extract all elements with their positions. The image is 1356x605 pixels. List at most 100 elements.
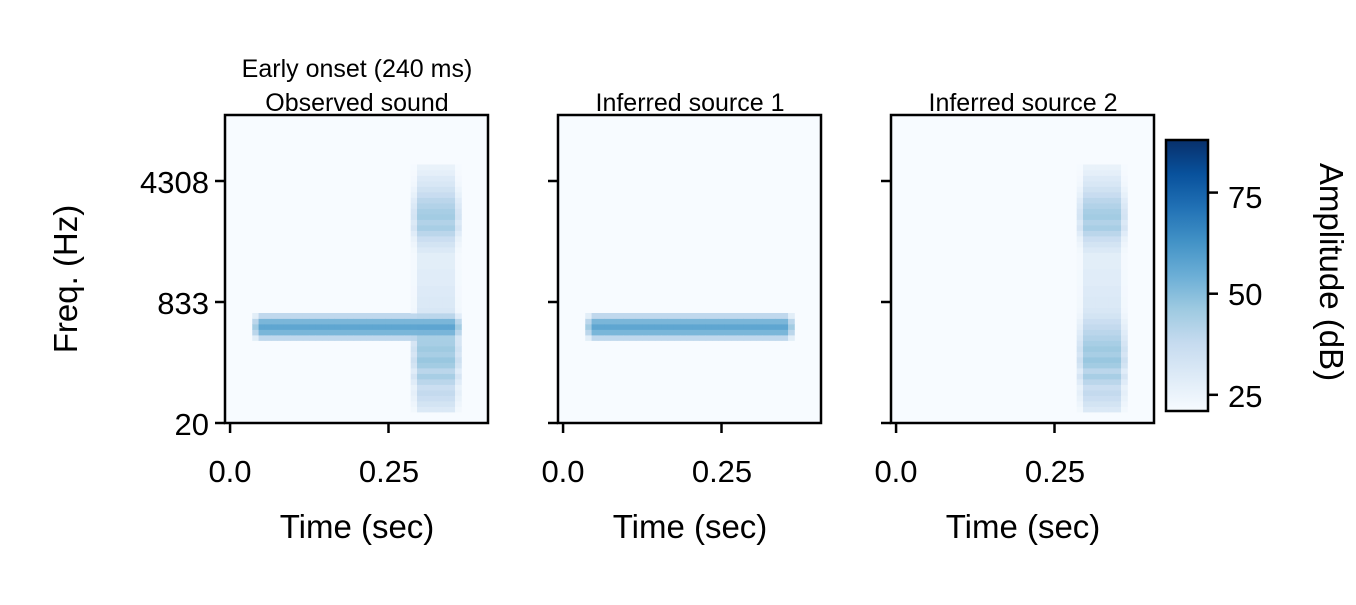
heatmap-cell — [1089, 390, 1097, 396]
heatmap-cell — [417, 186, 424, 193]
heatmap-cell — [296, 329, 304, 336]
heatmap-cell — [1095, 208, 1103, 215]
x-tick-label: 0.0 — [541, 454, 584, 489]
heatmap-cell — [436, 390, 443, 396]
heatmap-cell — [1102, 214, 1109, 220]
heatmap-cell — [448, 274, 456, 281]
heatmap-cell — [448, 280, 456, 286]
heatmap-cell — [1095, 373, 1103, 380]
heatmap-cell — [1089, 324, 1097, 330]
heatmap-cell — [635, 335, 643, 341]
heatmap-cell — [1076, 307, 1084, 314]
heatmap-cell — [448, 214, 456, 220]
heatmap-cell — [788, 324, 795, 330]
heatmap-cell — [1089, 263, 1097, 270]
heatmap-cell — [673, 335, 681, 341]
heatmap-cell — [1114, 214, 1122, 220]
heatmap-cell — [448, 181, 456, 187]
heatmap-cell — [429, 197, 437, 204]
heatmap-cell — [448, 164, 456, 171]
heatmap-cell — [1095, 324, 1103, 330]
heatmap-cell — [417, 230, 424, 237]
heatmap-cell — [1089, 302, 1097, 308]
heatmap-cell — [410, 208, 418, 215]
heatmap-cell — [448, 302, 456, 308]
heatmap-cell — [448, 258, 456, 264]
heatmap-cell — [610, 324, 618, 330]
heatmap-cell — [423, 351, 431, 358]
heatmap-cell — [1102, 186, 1109, 193]
heatmap-cell — [1089, 340, 1097, 347]
heatmap-cell — [429, 208, 437, 215]
heatmap-cell — [423, 379, 431, 385]
heatmap-cell — [258, 318, 266, 325]
heatmap-cell — [1089, 252, 1097, 259]
heatmap-cell — [1076, 241, 1084, 248]
heatmap-cell — [378, 318, 386, 325]
heatmap-cell — [417, 258, 424, 264]
heatmap-cell — [334, 335, 342, 341]
heatmap-cell — [667, 318, 675, 325]
heatmap-cell — [442, 225, 450, 231]
heatmap-cell — [436, 175, 443, 182]
heatmap-cell — [448, 263, 456, 270]
heatmap-cell — [1076, 373, 1084, 380]
heatmap-cell — [692, 318, 700, 325]
heatmap-cell — [448, 373, 456, 380]
heatmap-cell — [1095, 181, 1103, 187]
heatmap-cell — [455, 340, 462, 347]
heatmap-cell — [429, 313, 437, 319]
heatmap-cell — [1076, 379, 1084, 385]
heatmap-cell — [410, 214, 418, 220]
heatmap-cell — [737, 318, 745, 325]
heatmap-cell — [436, 225, 443, 231]
heatmap-cell — [1095, 214, 1103, 220]
heatmap-cell — [1108, 214, 1116, 220]
heatmap-cell — [423, 192, 431, 198]
heatmap-cell — [309, 318, 317, 325]
heatmap-cell — [423, 318, 431, 325]
heatmap-cell — [404, 324, 412, 330]
heatmap-cell — [648, 313, 656, 319]
heatmap-cell — [623, 318, 631, 325]
heatmap-cell — [585, 324, 592, 330]
heatmap-cell — [1121, 296, 1128, 303]
heatmap-cell — [1095, 329, 1103, 336]
heatmap-cell — [417, 203, 424, 209]
heatmap-cell — [1095, 296, 1103, 303]
heatmap-cell — [1114, 274, 1122, 281]
heatmap-cell — [429, 241, 437, 248]
heatmap-cell — [429, 252, 437, 259]
heatmap-cell — [705, 318, 713, 325]
heatmap-cell — [1083, 307, 1090, 314]
heatmap-cell — [410, 340, 418, 347]
heatmap-cell — [1114, 263, 1122, 270]
heatmap-cell — [410, 324, 418, 330]
heatmap-cell — [410, 296, 418, 303]
heatmap-cell — [654, 335, 662, 341]
heatmap-cell — [429, 164, 437, 171]
panel-title: Observed sound — [265, 89, 448, 117]
heatmap-cell — [417, 175, 424, 182]
heatmap-cell — [410, 335, 418, 341]
heatmap-cell — [705, 324, 713, 330]
heatmap-cell — [1121, 186, 1128, 193]
heatmap-cell — [429, 192, 437, 198]
heatmap-cell — [385, 335, 393, 341]
heatmap-cell — [1083, 274, 1090, 281]
heatmap-cell — [309, 335, 317, 341]
heatmap-cell — [410, 318, 418, 325]
heatmap-cell — [1095, 384, 1103, 391]
heatmap-cell — [1083, 340, 1090, 347]
heatmap-cell — [1121, 280, 1128, 286]
heatmap-cell — [1108, 362, 1116, 369]
heatmap-cell — [429, 291, 437, 297]
heatmap-cell — [334, 329, 342, 336]
heatmap-cell — [417, 181, 424, 187]
heatmap-cell — [372, 329, 380, 336]
heatmap-cell — [366, 313, 374, 319]
heatmap-cell — [455, 258, 462, 264]
heatmap-cell — [277, 329, 285, 336]
heatmap-cell — [1076, 324, 1084, 330]
heatmap-cell — [423, 219, 431, 226]
